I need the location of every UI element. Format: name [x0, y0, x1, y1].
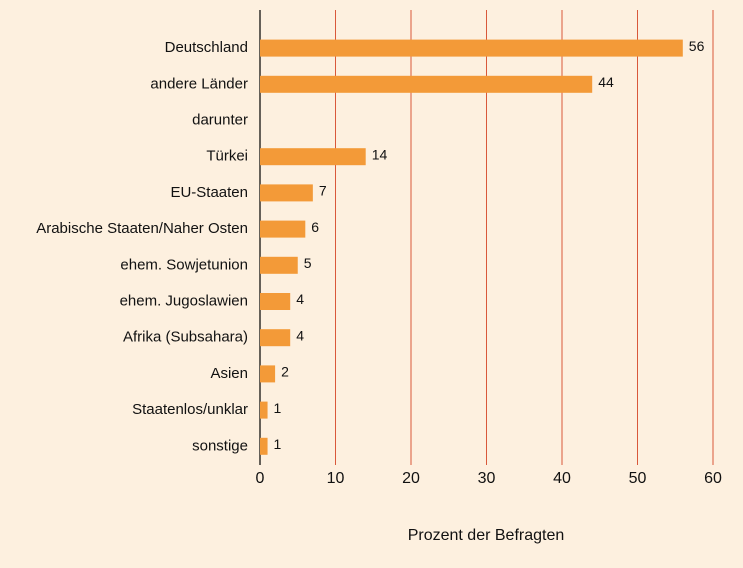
bar [260, 365, 276, 383]
value-label: 44 [598, 74, 614, 90]
y-tick-label: ehem. Sowjetunion [120, 256, 248, 273]
value-label: 4 [296, 327, 304, 343]
bar [260, 437, 268, 455]
value-label: 1 [274, 436, 282, 452]
value-label: 1 [274, 400, 282, 416]
y-tick-label: Türkei [206, 148, 248, 165]
x-tick-label: 40 [553, 470, 571, 487]
y-tick-label: sonstige [192, 437, 248, 454]
value-label: 2 [281, 364, 289, 380]
y-tick-label: Deutschland [165, 39, 248, 56]
bar [260, 148, 366, 166]
value-label: 6 [311, 219, 319, 235]
x-axis-title: Prozent der Befragten [408, 527, 565, 544]
bar [260, 329, 291, 347]
y-tick-label: andere Länder [150, 75, 248, 92]
y-tick-label: ehem. Jugoslawien [120, 292, 248, 309]
bar [260, 293, 291, 310]
bar [260, 220, 306, 238]
y-tick-label: Asien [210, 365, 248, 382]
value-label: 56 [689, 38, 705, 54]
y-tick-label: EU-Staaten [170, 184, 248, 201]
bar [260, 256, 298, 274]
y-tick-label: Afrika (Subsahara) [123, 329, 248, 346]
y-tick-label: Staatenlos/unklar [132, 401, 248, 418]
x-tick-label: 10 [327, 470, 345, 487]
value-label: 4 [296, 291, 304, 307]
bar [260, 401, 268, 419]
value-label: 7 [319, 183, 327, 199]
x-tick-label: 50 [629, 470, 647, 487]
bar [260, 39, 683, 57]
bar [260, 184, 313, 202]
x-tick-label: 20 [402, 470, 420, 487]
x-tick-label: 0 [256, 470, 265, 487]
x-tick-label: 30 [478, 470, 496, 487]
y-tick-label: Arabische Staaten/Naher Osten [36, 220, 248, 237]
x-tick-label: 60 [704, 470, 722, 487]
value-label: 5 [304, 255, 312, 271]
bar [260, 75, 593, 93]
value-label: 14 [372, 146, 388, 162]
y-tick-label: darunter [192, 111, 248, 128]
